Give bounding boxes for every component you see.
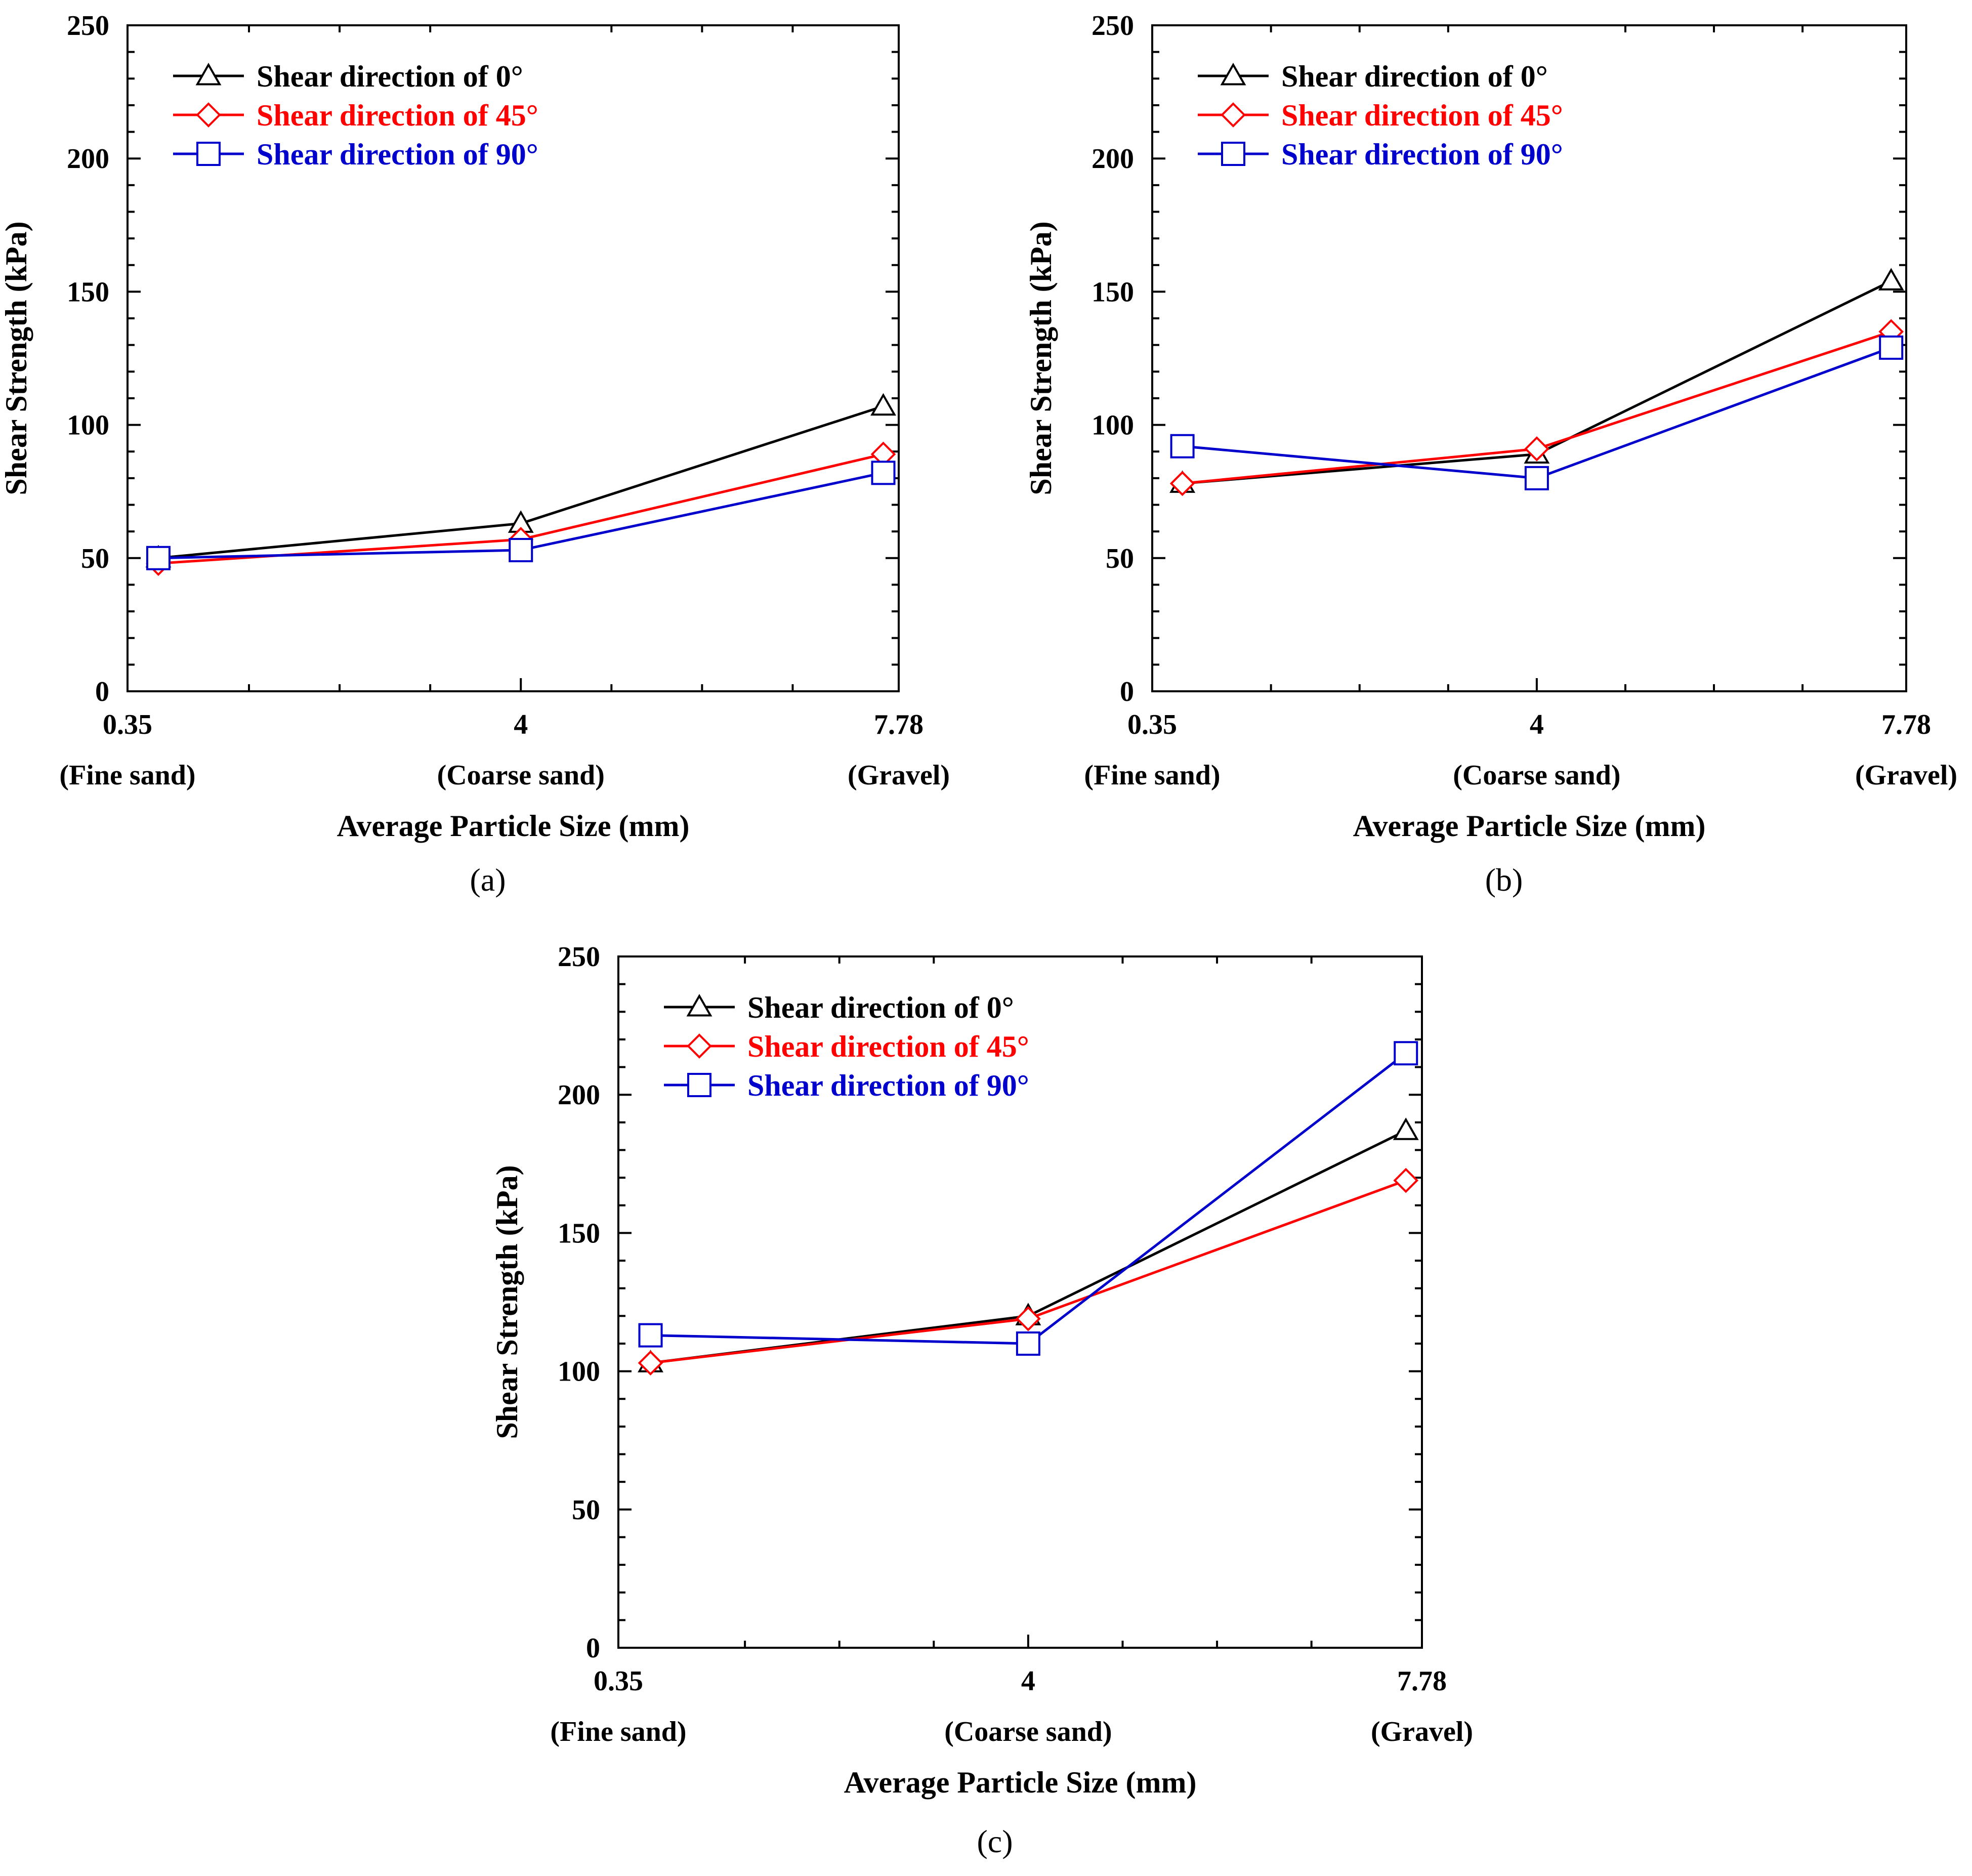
x-tick-sublabel: (Gravel) [1371,1716,1473,1747]
panel-label: (b) [1485,862,1523,898]
y-tick-label: 250 [1092,10,1134,41]
data-point-series-1 [1524,436,1549,462]
x-tick-label: 4 [514,709,528,740]
legend-entry: Shear direction of 45° [747,1030,1029,1063]
x-tick-sublabel: (Fine sand) [1084,760,1220,791]
legend-marker [195,62,222,86]
plot-frame [617,955,1423,1649]
data-point-series-1 [1393,1168,1419,1193]
data-point-series-2 [146,546,171,570]
y-tick-label: 250 [67,10,109,41]
y-tick-label: 50 [81,543,109,574]
x-tick-label: 4 [1021,1665,1035,1697]
plot-frame [1151,24,1907,692]
y-axis-label: Shear Strength (kPa) [1024,221,1058,495]
y-tick-label: 150 [558,1218,600,1249]
data-point-series-2 [509,538,533,563]
x-tick-label: 4 [1530,709,1544,740]
x-tick-sublabel: (Coarse sand) [437,760,605,791]
y-axis-label: Shear Strength (kPa) [490,1165,524,1439]
x-tick-label: 0.35 [1127,709,1177,740]
legend-entry: Shear direction of 90° [1281,138,1563,171]
legend-marker [1220,62,1246,86]
legend-marker [1221,102,1246,128]
y-tick-label: 150 [67,276,109,308]
y-tick-label: 0 [1120,676,1134,707]
x-tick-sublabel: (Fine sand) [59,760,195,791]
y-tick-label: 100 [67,410,109,441]
y-tick-label: 250 [558,941,600,973]
panel-label: (a) [470,862,506,898]
y-tick-label: 0 [586,1633,600,1664]
y-tick-label: 0 [95,676,109,707]
legend-entry: Shear direction of 0° [257,60,523,93]
x-tick-sublabel: (Gravel) [848,760,950,791]
data-point-series-2 [1524,466,1549,490]
legend-entry: Shear direction of 0° [1281,60,1548,93]
data-point-series-1 [1169,471,1195,496]
x-tick-label: 7.78 [874,709,924,740]
legend-entry: Shear direction of 45° [1281,99,1563,132]
y-tick-label: 200 [67,143,109,175]
data-point-series-0 [1393,1117,1419,1140]
y-tick-label: 150 [1092,276,1134,308]
data-point-series-1 [638,1350,663,1376]
x-tick-label: 0.35 [103,709,152,740]
legend-marker [687,1033,712,1059]
panel-label: (c) [977,1823,1013,1859]
data-point-series-2 [1016,1331,1040,1356]
y-tick-label: 200 [1092,143,1134,175]
legend-marker [686,993,712,1017]
legend-entry: Shear direction of 90° [257,138,538,171]
y-tick-label: 200 [558,1079,600,1111]
legend-entry: Shear direction of 0° [747,991,1014,1024]
y-tick-label: 50 [572,1494,600,1526]
x-tick-label: 0.35 [594,1665,643,1697]
data-point-series-2 [638,1323,663,1348]
data-point-series-2 [1394,1041,1418,1066]
chart-panel-c: 0 50 100 150 200 250 0.35 (Fine sand) 4 (Coarse s… [490,941,1473,1859]
legend-marker [1221,142,1245,166]
chart-panel-b: 0 50 100 150 200 250 0.35 (Fine sand) 4 (Coarse s… [1024,10,1957,898]
data-point-series-1 [1016,1306,1041,1331]
plot-frame [127,24,900,692]
x-axis-label: Average Particle Size (mm) [337,809,690,843]
data-point-series-2 [871,461,896,485]
x-tick-sublabel: (Gravel) [1855,760,1957,791]
x-tick-label: 7.78 [1881,709,1931,740]
legend-marker [687,1073,711,1097]
y-tick-label: 100 [1092,410,1134,441]
data-point-series-2 [1879,335,1904,360]
y-tick-label: 50 [1106,543,1134,574]
y-axis-label: Shear Strength (kPa) [0,221,33,495]
y-tick-label: 100 [558,1356,600,1388]
legend-marker [196,102,221,128]
data-point-series-0 [1878,268,1904,290]
x-tick-sublabel: (Coarse sand) [944,1716,1112,1747]
x-tick-label: 7.78 [1397,1665,1447,1697]
chart-panel-a: 0 50 100 150 200 250 0.35 (Fine sand) 4 (Coarse s… [0,10,950,898]
legend-marker [196,142,221,166]
legend-entry: Shear direction of 45° [257,99,538,132]
x-tick-sublabel: (Coarse sand) [1453,760,1620,791]
data-point-series-0 [870,393,896,416]
data-point-series-2 [1170,434,1195,458]
x-axis-label: Average Particle Size (mm) [844,1766,1197,1799]
x-tick-sublabel: (Fine sand) [550,1716,686,1747]
legend-entry: Shear direction of 90° [747,1069,1029,1102]
x-axis-label: Average Particle Size (mm) [1353,809,1706,843]
